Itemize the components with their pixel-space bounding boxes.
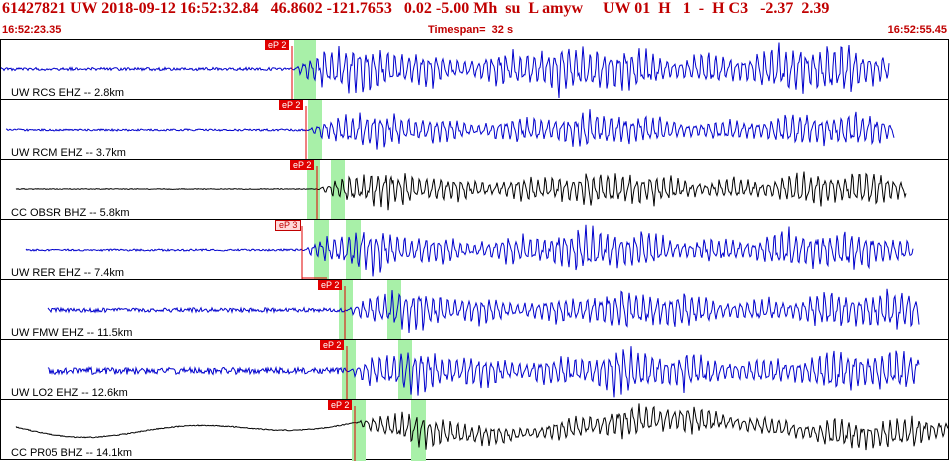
event-header: 61427821 UW 2018-09-12 16:52:32.84 46.86… xyxy=(0,0,950,40)
seismic-trace xyxy=(47,288,920,334)
phase-pick-label[interactable]: eP 2 xyxy=(318,280,343,290)
station-label: UW RCS EHZ -- 2.8km xyxy=(11,87,125,99)
trace-panel[interactable]: eP 2 UW RCS EHZ -- 2.8km xyxy=(0,39,949,100)
timespan: Timespan= 32 s xyxy=(428,24,514,36)
trace-panel[interactable]: eP 2 UW LO2 EHZ -- 12.6km xyxy=(0,339,949,400)
trace-panel[interactable]: eP 2 CC PR05 BHZ -- 14.1km xyxy=(0,399,949,461)
seismic-trace xyxy=(5,109,895,150)
station-label: UW LO2 EHZ -- 12.6km xyxy=(11,387,128,399)
event-summary: 61427821 UW 2018-09-12 16:52:32.84 46.86… xyxy=(2,0,830,17)
waveform xyxy=(15,160,907,220)
waveform xyxy=(5,100,895,160)
phase-window xyxy=(352,400,366,461)
phase-window xyxy=(411,400,426,461)
station-label: UW FMW EHZ -- 11.5km xyxy=(11,327,133,339)
phase-pick-label[interactable]: eP 2 xyxy=(279,100,304,110)
station-label: CC OBSR BHZ -- 5.8km xyxy=(11,207,130,219)
phase-window xyxy=(294,40,316,100)
station-label: UW RCM EHZ -- 3.7km xyxy=(11,147,126,159)
trace-panel[interactable]: eP 3 UW RER EHZ -- 7.4km xyxy=(0,219,949,280)
seismic-trace xyxy=(25,224,914,277)
seismic-trace xyxy=(47,346,920,398)
seismogram-panels[interactable]: eP 2 UW RCS EHZ -- 2.8km eP 2 UW RCM EHZ… xyxy=(0,39,950,461)
phase-window xyxy=(308,100,322,160)
phase-window xyxy=(346,220,361,280)
trace-panel[interactable]: eP 2 UW RCM EHZ -- 3.7km xyxy=(0,99,949,160)
waveform xyxy=(1,40,890,100)
phase-pick-label[interactable]: eP 2 xyxy=(290,160,315,170)
station-label: CC PR05 BHZ -- 14.1km xyxy=(11,447,133,459)
phase-pick-label[interactable]: eP 3 xyxy=(275,220,302,231)
phase-window xyxy=(342,340,356,400)
phase-window xyxy=(314,220,329,280)
trace-panel[interactable]: eP 2 UW FMW EHZ -- 11.5km xyxy=(0,279,949,340)
phase-window xyxy=(387,280,401,340)
seismic-trace xyxy=(15,171,907,211)
seismic-trace xyxy=(1,42,890,99)
waveform xyxy=(47,280,920,340)
waveform xyxy=(15,400,949,461)
phase-pick-label[interactable]: eP 2 xyxy=(328,400,353,410)
waveform xyxy=(47,340,920,400)
phase-pick-label[interactable]: eP 2 xyxy=(265,40,290,50)
trace-panel[interactable]: eP 2 CC OBSR BHZ -- 5.8km xyxy=(0,159,949,220)
seismic-trace xyxy=(15,403,949,451)
start-time: 16:52:23.35 xyxy=(2,24,62,36)
waveform xyxy=(25,220,914,280)
station-label: UW RER EHZ -- 7.4km xyxy=(11,267,125,279)
phase-pick-label[interactable]: eP 2 xyxy=(320,340,345,350)
end-time: 16:52:55.45 xyxy=(887,24,947,36)
